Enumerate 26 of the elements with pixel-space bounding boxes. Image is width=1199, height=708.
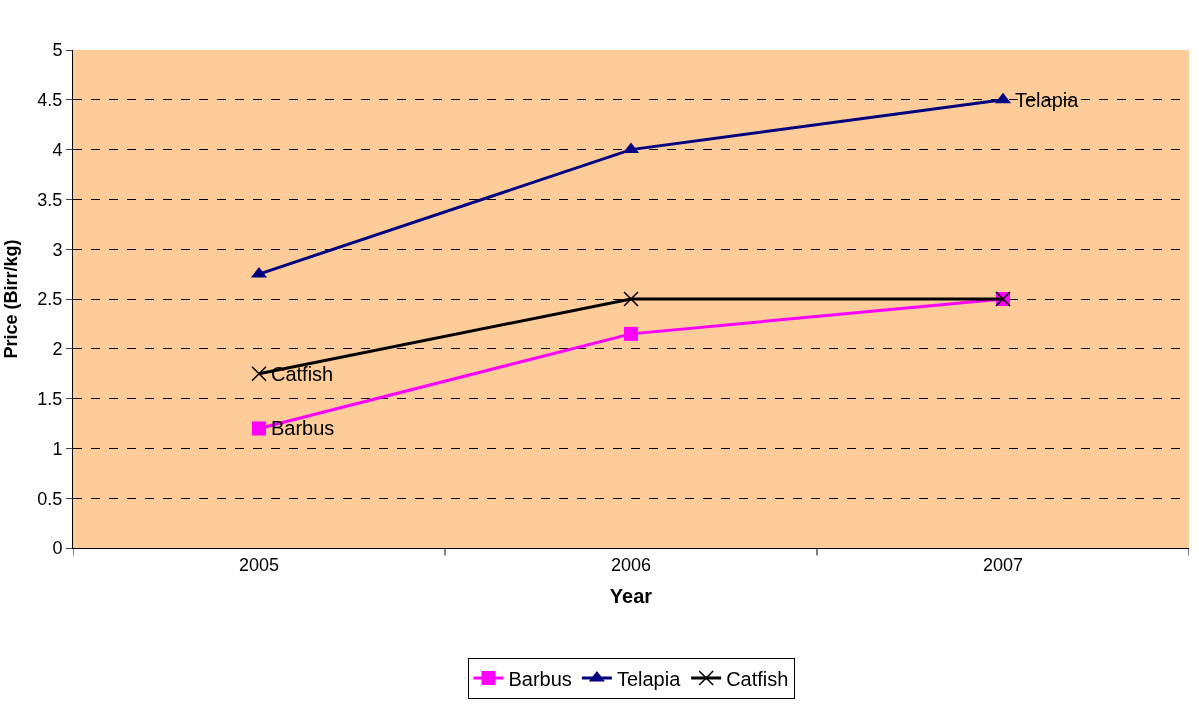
y-tick-label: 5 — [52, 40, 63, 61]
y-tick-label: 0 — [52, 538, 63, 559]
annotation: Catfish — [271, 363, 334, 385]
point — [252, 421, 266, 436]
x-tick-label: 2006 — [610, 554, 652, 575]
x-tick-label: 2005 — [238, 554, 280, 575]
y-tick-label: 3 — [52, 239, 63, 260]
y-tick-label: 3.5 — [37, 189, 63, 210]
y-tick-label: 4 — [52, 139, 63, 160]
y-tick-label: 2 — [52, 339, 63, 360]
y-tick-label: 1.5 — [37, 388, 63, 409]
y-tick-label: 4.5 — [37, 90, 63, 111]
y-axis-title: Price (Birr/kg) — [0, 239, 21, 359]
legend-label: Barbus — [508, 667, 572, 690]
point — [623, 291, 639, 307]
x-axis-title: Year — [609, 585, 653, 608]
annotation: Barbus — [271, 417, 335, 439]
legend-label: Telapia — [616, 667, 682, 690]
y-tick-label: 2.5 — [37, 289, 63, 310]
y-tick-label: 0.5 — [37, 488, 63, 509]
y-tick-label: 1 — [52, 438, 63, 459]
annotation: Telapia — [1015, 89, 1080, 111]
point — [624, 326, 638, 341]
point — [251, 365, 267, 382]
x-tick-label: 2007 — [982, 554, 1024, 575]
legend-label: Catfish — [726, 667, 789, 690]
